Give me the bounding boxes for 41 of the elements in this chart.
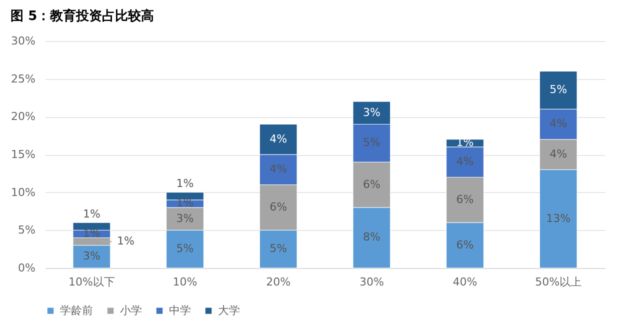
legend-label: 学龄前: [60, 304, 93, 317]
chart-title: 图 5：教育投资占比较高: [10, 8, 154, 24]
y-tick-label: 15%: [11, 148, 36, 161]
data-label: 5%: [550, 83, 568, 96]
x-tick-label: 10%: [172, 276, 198, 288]
data-label: 4%: [270, 162, 288, 176]
y-tick-label: 25%: [11, 72, 36, 86]
data-label: 6%: [362, 178, 380, 191]
data-label: 6%: [270, 200, 288, 214]
y-tick-label: 10%: [11, 186, 36, 199]
legend-label: 中学: [169, 304, 191, 317]
data-label: 8%: [362, 230, 380, 244]
data-label: 3%: [362, 106, 380, 119]
data-label: 3%: [82, 250, 100, 263]
data-label: 4%: [270, 132, 288, 146]
data-label: 13%: [546, 212, 571, 225]
data-label: 6%: [456, 238, 474, 252]
x-tick-label: 30%: [359, 276, 384, 288]
data-label: 1%: [82, 226, 100, 240]
data-label: 4%: [456, 155, 474, 168]
y-tick-label: 30%: [11, 34, 36, 48]
data-label: 1%: [116, 234, 134, 248]
data-label: 1%: [176, 196, 194, 210]
data-label: 1%: [82, 207, 100, 220]
data-label: 1%: [176, 177, 194, 190]
x-tick-label: 50%以上: [535, 276, 582, 288]
x-tick-label: 10%以下: [68, 276, 115, 288]
y-tick-label: 20%: [11, 110, 36, 124]
data-label: 4%: [550, 148, 568, 160]
data-label: 5%: [270, 242, 288, 256]
data-label: 6%: [456, 192, 474, 206]
data-label: 5%: [362, 136, 380, 150]
legend-label: 小学: [120, 304, 142, 317]
y-tick-label: 5%: [18, 224, 36, 237]
data-label: 4%: [550, 117, 568, 130]
legend-label: 大学: [218, 304, 240, 317]
data-label: 5%: [176, 242, 194, 256]
x-tick-label: 40%: [452, 276, 478, 288]
data-label: 3%: [176, 212, 194, 225]
y-tick-label: 0%: [18, 262, 36, 274]
x-tick-label: 20%: [266, 276, 291, 288]
